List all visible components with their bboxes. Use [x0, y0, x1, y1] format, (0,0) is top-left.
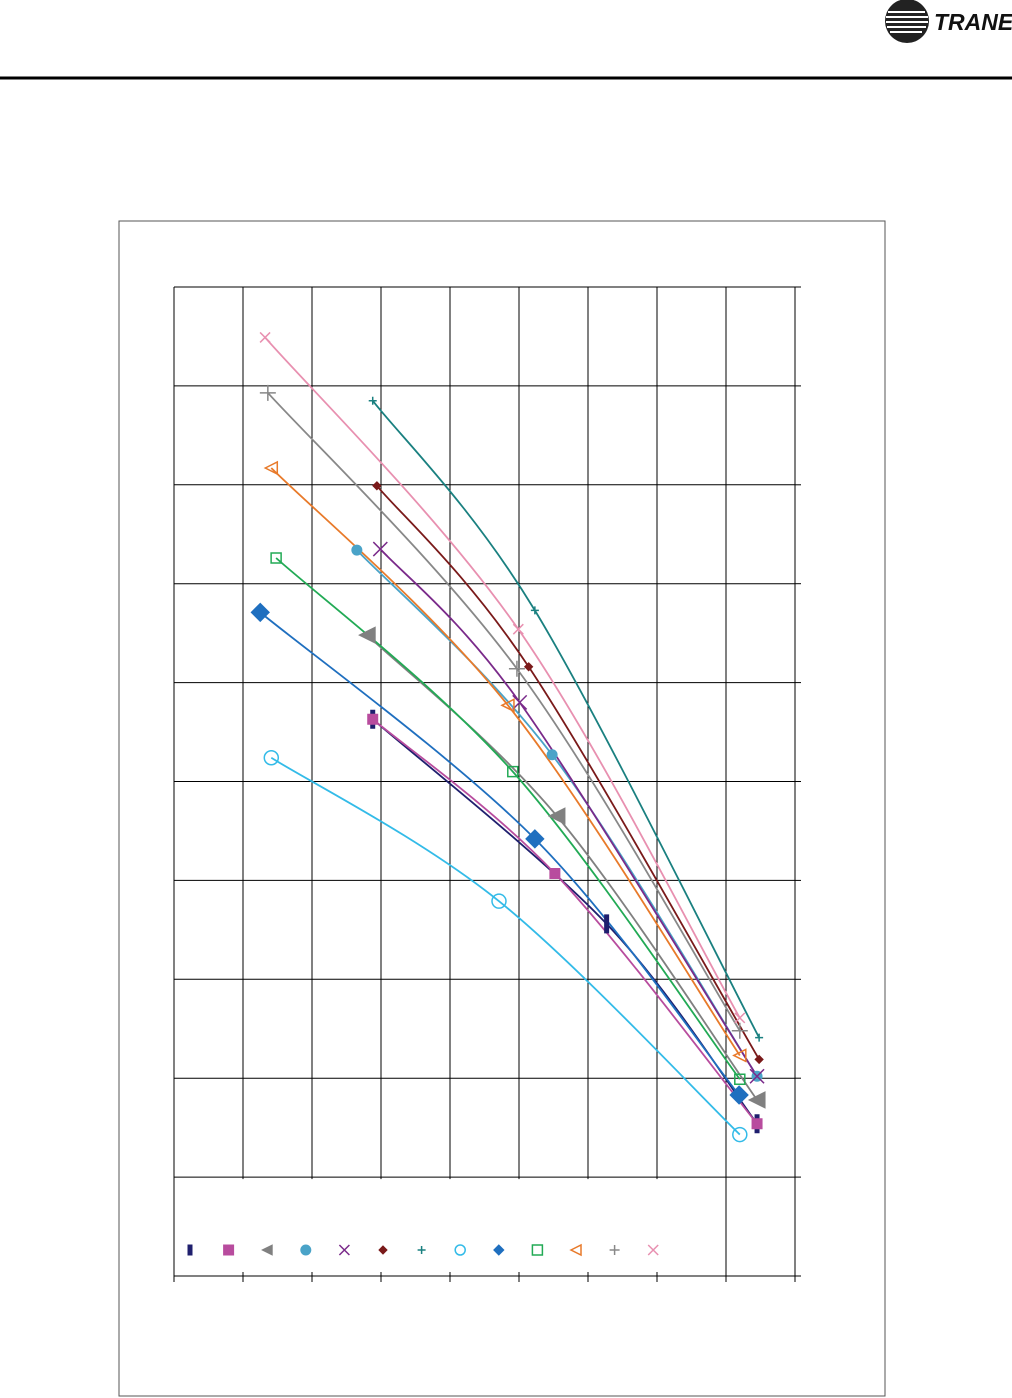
- data-point: [263, 460, 279, 476]
- legend-marker: [417, 1246, 426, 1254]
- legend-marker: [647, 1244, 659, 1256]
- data-point: [747, 1091, 766, 1109]
- data-point: [259, 384, 276, 401]
- data-point: [755, 1033, 764, 1042]
- data-point: [263, 750, 280, 766]
- series-line: [270, 467, 741, 1056]
- chart-frame: [118, 220, 886, 1397]
- legend-marker: [378, 1245, 388, 1255]
- legend-marker: [493, 1244, 505, 1256]
- logo-mark: [885, 0, 929, 43]
- series-line: [275, 557, 741, 1080]
- series-line: [379, 548, 758, 1077]
- series-line: [270, 757, 741, 1136]
- data-point: [754, 1054, 764, 1065]
- data-point: [259, 331, 271, 343]
- legend-marker: [338, 1244, 350, 1256]
- data-point: [491, 893, 507, 909]
- data-point: [250, 602, 270, 623]
- data-point: [530, 606, 539, 615]
- legend: [187, 1243, 659, 1257]
- legend-marker: [531, 1244, 544, 1256]
- data-point: [512, 694, 528, 710]
- legend-marker: [300, 1244, 312, 1256]
- data-point: [372, 541, 388, 557]
- legend-marker: [609, 1245, 620, 1255]
- data-point: [367, 713, 379, 725]
- series-line: [259, 611, 740, 1096]
- legend-marker: [261, 1244, 273, 1256]
- data-point: [372, 481, 382, 491]
- plot: [173, 286, 801, 1282]
- data-point: [751, 1118, 763, 1130]
- data-point: [507, 765, 519, 778]
- legend-marker: [187, 1244, 193, 1256]
- data-point: [549, 867, 561, 879]
- data-point: [731, 1022, 748, 1039]
- data-point: [547, 807, 566, 825]
- legend-box: [180, 1179, 680, 1272]
- data-point: [734, 1012, 746, 1024]
- legend-marker: [454, 1244, 466, 1256]
- data-point: [508, 660, 525, 677]
- data-point: [604, 914, 610, 934]
- data-point: [368, 396, 377, 405]
- series-line: [376, 485, 760, 1060]
- data-point: [732, 1126, 748, 1143]
- data-point: [749, 1068, 765, 1084]
- data-point: [734, 1073, 746, 1085]
- legend-marker: [223, 1244, 235, 1256]
- data-point: [546, 749, 558, 761]
- data-point: [512, 623, 524, 635]
- data-point: [525, 829, 545, 849]
- data-point: [358, 626, 376, 644]
- data-point: [732, 1048, 747, 1063]
- data-point: [500, 698, 515, 713]
- series-line: [372, 400, 760, 1039]
- data-point: [270, 552, 282, 564]
- data-point: [351, 544, 363, 556]
- data-point: [729, 1085, 749, 1105]
- legend-marker: [569, 1243, 582, 1257]
- logo-text: TRANE: [934, 9, 1012, 35]
- data-point: [523, 662, 534, 672]
